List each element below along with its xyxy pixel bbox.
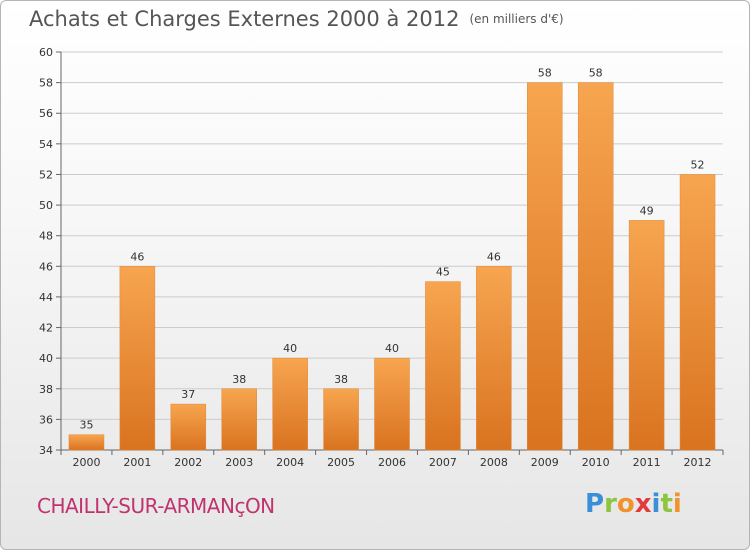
- y-tick-label: 50: [39, 199, 53, 212]
- bar-2001: [119, 266, 156, 451]
- chart-title-text: Achats et Charges Externes 2000 à 2012: [29, 7, 460, 31]
- data-label-2006: 40: [385, 342, 399, 355]
- bar-2006: [374, 357, 410, 451]
- x-tick-label: 2003: [225, 456, 253, 469]
- x-tick-labels: 2000 2001 2002 2003 2004 2005 2006 2007 2008 2009…: [60, 450, 724, 469]
- bar-2010: [577, 82, 614, 451]
- bar-2004: [272, 357, 308, 451]
- data-label-2000: 35: [79, 419, 93, 432]
- y-tick-label: 46: [39, 260, 53, 273]
- data-label-2002: 37: [181, 388, 195, 401]
- chart-title: Achats et Charges Externes 2000 à 2012 (e…: [29, 7, 564, 31]
- x-tick-label: 2008: [480, 456, 508, 469]
- y-tick-label: 48: [39, 230, 53, 243]
- y-tick-label: 56: [39, 107, 53, 120]
- y-tick-label: 60: [39, 46, 53, 59]
- x-tick-label: 2009: [531, 456, 559, 469]
- y-tick-label: 52: [39, 168, 53, 181]
- data-label-2012: 52: [691, 158, 705, 171]
- bar-2008: [476, 266, 512, 451]
- bar-2002: [170, 403, 207, 451]
- data-labels: 35 46 37 38 40 38 40 45 46 58 58 49 52: [79, 67, 704, 432]
- y-tick-label: 36: [39, 413, 53, 426]
- x-tick-label: 2012: [684, 456, 712, 469]
- bar-2011: [628, 220, 665, 451]
- y-tick-labels: 34 36 38 40 42 44 46 48 50 52 54 56 58 60: [39, 46, 61, 457]
- bar-2007: [425, 281, 461, 451]
- x-tick-label: 2002: [174, 456, 202, 469]
- y-tick-label: 38: [39, 383, 53, 396]
- y-tick-label: 54: [39, 138, 53, 151]
- x-tick-label: 2011: [633, 456, 661, 469]
- data-label-2011: 49: [640, 204, 654, 217]
- data-label-2004: 40: [283, 342, 297, 355]
- data-label-2008: 46: [487, 250, 501, 263]
- chart-unit: (en milliers d'€): [469, 12, 564, 26]
- bars: [68, 82, 716, 451]
- x-tick-label: 2006: [378, 456, 406, 469]
- bar-2000: [68, 434, 105, 451]
- y-tick-label: 40: [39, 352, 53, 365]
- y-tick-label: 34: [39, 444, 53, 457]
- x-tick-label: 2005: [327, 456, 355, 469]
- x-tick-label: 2007: [429, 456, 457, 469]
- y-tick-label: 44: [39, 291, 53, 304]
- bar-2009: [527, 82, 563, 451]
- y-tick-label: 58: [39, 77, 53, 90]
- commune-name: CHAILLY-SUR-ARMANçON: [37, 494, 275, 518]
- bar-2003: [221, 388, 257, 451]
- x-tick-label: 2000: [72, 456, 100, 469]
- bar-2005: [323, 388, 359, 451]
- y-tick-label: 42: [39, 322, 53, 335]
- x-tick-label: 2010: [582, 456, 610, 469]
- data-label-2009: 58: [538, 67, 552, 80]
- data-label-2001: 46: [130, 250, 144, 263]
- data-label-2005: 38: [334, 373, 348, 386]
- data-label-2003: 38: [232, 373, 246, 386]
- x-tick-label: 2004: [276, 456, 304, 469]
- proxiti-logo: Proxiti: [585, 489, 682, 519]
- bar-2012: [679, 174, 716, 451]
- data-label-2010: 58: [589, 67, 603, 80]
- data-label-2007: 45: [436, 266, 450, 279]
- x-tick-label: 2001: [123, 456, 151, 469]
